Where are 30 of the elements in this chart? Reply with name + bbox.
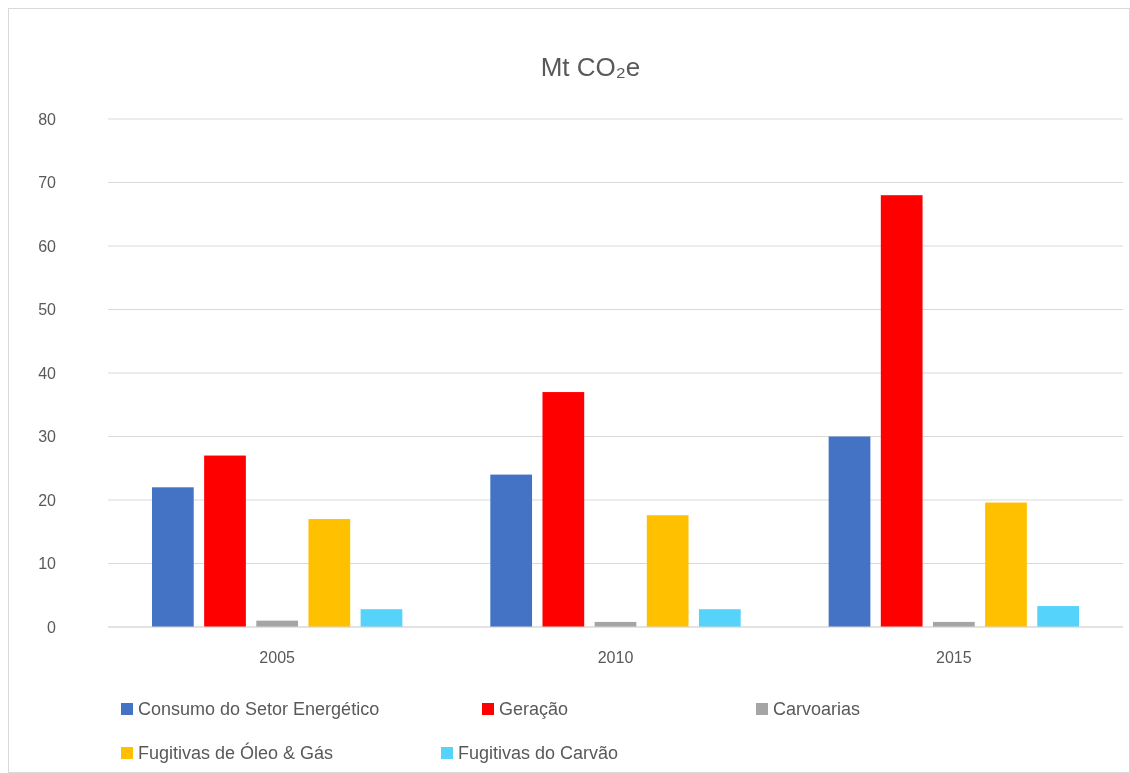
legend-label: Fugitivas de Óleo & Gás — [138, 742, 334, 764]
legend-label: Geração — [499, 699, 569, 720]
y-tick-label: 10 — [38, 555, 57, 573]
chart-title: Mt CO₂e — [540, 52, 641, 82]
x-tick-label: 2015 — [936, 649, 972, 666]
bar — [646, 515, 689, 627]
bar — [880, 195, 923, 627]
x-tick-label: 2005 — [259, 649, 296, 666]
y-tick-label: 60 — [38, 237, 57, 255]
bar — [985, 502, 1027, 627]
y-tick-label: 80 — [38, 110, 57, 128]
y-tick-label: 70 — [38, 174, 57, 192]
legend-label: Carvoarias — [773, 699, 861, 720]
legend-label: Fugitivas do Carvão — [458, 743, 619, 764]
bar — [542, 392, 585, 627]
y-tick-label: 40 — [38, 364, 57, 382]
y-tick-label: 50 — [38, 301, 57, 319]
bar — [151, 487, 194, 627]
bar — [828, 436, 871, 627]
bar — [1037, 606, 1080, 627]
y-tick-label: 20 — [38, 491, 57, 509]
bar — [204, 455, 246, 627]
bar — [490, 474, 533, 627]
x-tick-label: 2010 — [597, 649, 634, 666]
bar — [308, 519, 351, 627]
bar — [360, 609, 403, 627]
y-tick-label: 0 — [47, 618, 57, 636]
y-tick-label: 30 — [38, 428, 57, 446]
legend-label: Consumo do Setor Energético — [138, 699, 380, 720]
bar — [698, 609, 741, 627]
